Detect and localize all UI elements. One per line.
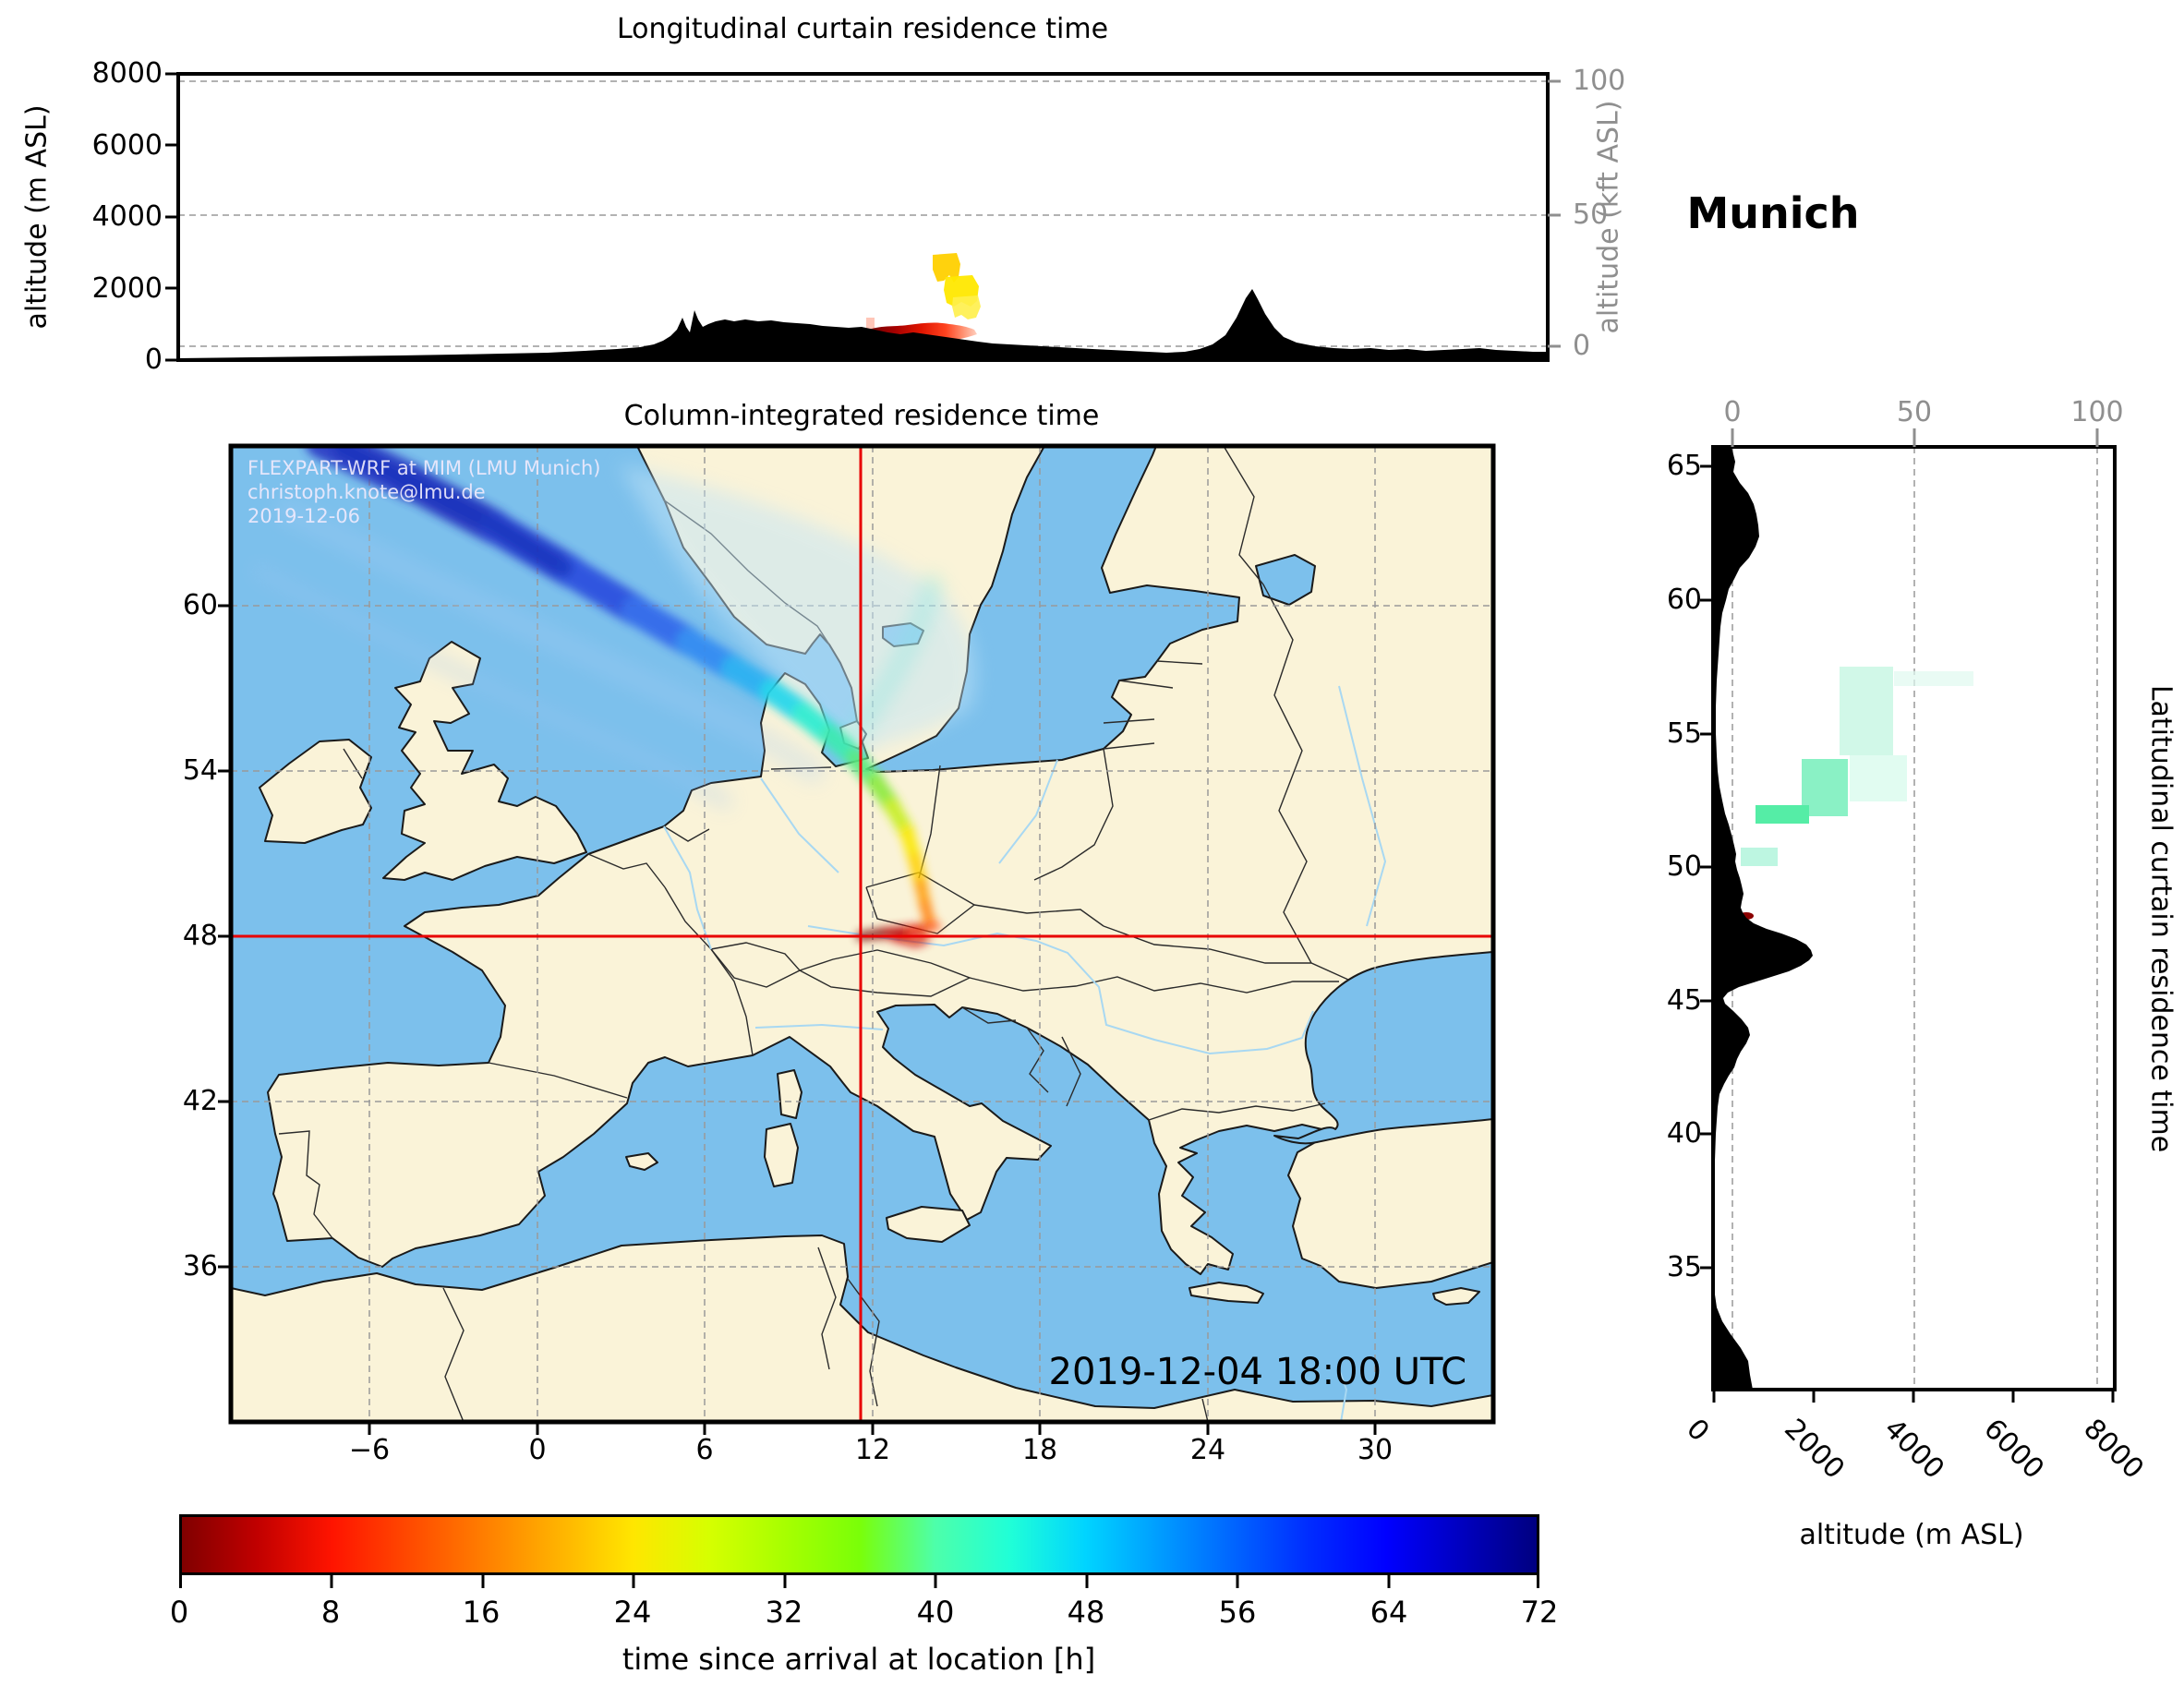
- kft-gridlines-vertical: [1732, 447, 2098, 1390]
- cb-tick-48: 48: [1067, 1595, 1105, 1630]
- cyprus: [1432, 1287, 1480, 1306]
- map-ytick-48: 48: [182, 920, 218, 952]
- map-xtick-0: 0: [528, 1434, 547, 1466]
- map-xtick-12: 12: [854, 1434, 891, 1466]
- top-panel-ylabel: altitude (m ASL): [20, 104, 54, 330]
- watermark-line1: FLEXPART-WRF at MIM (LMU Munich): [247, 457, 601, 479]
- longitudinal-curtain-plot: [165, 72, 1561, 362]
- top-panel-right-tickmarks: [1548, 79, 1561, 348]
- cb-tick-40: 40: [916, 1595, 955, 1630]
- map-xtick-30: 30: [1357, 1434, 1394, 1466]
- map-xtick-6: 6: [695, 1434, 714, 1466]
- map-xtick-m6: −6: [348, 1434, 391, 1466]
- top-panel-title: Longitudinal curtain residence time: [616, 13, 1109, 45]
- top-panel-left-tickmarks: [165, 72, 178, 362]
- inland-waters: [865, 446, 1493, 1145]
- rp-ytick-40: 40: [1666, 1117, 1702, 1150]
- sardinia: [764, 1123, 799, 1187]
- map-xtick-24: 24: [1189, 1434, 1226, 1466]
- map-ytick-54: 54: [182, 754, 218, 787]
- danube-river: [807, 925, 1314, 1055]
- rp-toptick-50: 50: [1896, 396, 1933, 428]
- cb-tick-64: 64: [1370, 1595, 1408, 1630]
- map-ytick-42: 42: [182, 1085, 218, 1117]
- rp-xlabel: altitude (m ASL): [1799, 1519, 2024, 1551]
- cb-tick-24: 24: [613, 1595, 652, 1630]
- corsica: [777, 1069, 802, 1119]
- longitudinal-terrain-silhouette: [178, 289, 1548, 360]
- country-borders: [278, 446, 1349, 1422]
- rp-xtick-6000: 6000: [1977, 1413, 2050, 1486]
- latitudinal-curtain-plot: [1700, 428, 2117, 1403]
- source-crosshair: [231, 446, 1493, 1422]
- top-ytick-6000: 6000: [91, 129, 163, 162]
- sicily: [886, 1206, 971, 1243]
- rp-right-label: Latitudinal curtain residence time: [2144, 684, 2178, 1153]
- rivers: [663, 685, 1387, 1422]
- map-timestamp: 2019-12-04 18:00 UTC: [1048, 1351, 1466, 1393]
- column-integrated-map: [218, 443, 1496, 1435]
- top-ytick-4000: 4000: [91, 200, 163, 233]
- great-britain: [382, 641, 587, 881]
- map-tickmarks: [218, 604, 1377, 1435]
- po-river: [754, 1023, 884, 1030]
- right-panel-tickmarks: [1700, 464, 2115, 1403]
- rp-ytick-55: 55: [1666, 717, 1702, 750]
- lake-ladoga: [1255, 554, 1316, 606]
- map-ytick-36: 36: [182, 1250, 218, 1283]
- time-colorbar: [179, 1514, 1539, 1575]
- cb-tick-8: 8: [320, 1595, 341, 1630]
- cb-label: time since arrival at location [h]: [621, 1642, 1096, 1677]
- rp-xtick-8000: 8000: [2077, 1413, 2150, 1486]
- cb-tick-32: 32: [765, 1595, 803, 1630]
- ireland: [259, 739, 372, 844]
- rp-xtick-2000: 2000: [1778, 1413, 1851, 1486]
- rp-ytick-65: 65: [1666, 450, 1702, 482]
- watermark-line2: christoph.knote@lmu.de: [247, 481, 486, 503]
- map-xtick-18: 18: [1021, 1434, 1058, 1466]
- map-ytick-60: 60: [182, 589, 218, 621]
- latitudinal-residence-patches: [1739, 667, 1973, 920]
- dnieper-river: [1338, 685, 1387, 927]
- cb-tick-72: 72: [1520, 1595, 1559, 1630]
- crete: [1189, 1282, 1264, 1304]
- rp-ytick-60: 60: [1666, 584, 1702, 616]
- rp-xtick-0: 0: [1680, 1413, 1716, 1449]
- cb-tick-16: 16: [462, 1595, 501, 1630]
- longitudinal-residence-patches: [866, 253, 981, 343]
- top-ytick-8000: 8000: [91, 57, 163, 90]
- rp-xtick-4000: 4000: [1877, 1413, 1950, 1486]
- kft-gridlines: [178, 80, 1548, 347]
- right-panel-top-tickmarks: [1731, 428, 2099, 447]
- top-ytick-0: 0: [144, 343, 163, 376]
- rhine-river: [663, 825, 712, 950]
- station-title: Munich: [1686, 188, 1860, 238]
- top-y2tick-100: 100: [1573, 65, 1626, 97]
- rp-toptick-100: 100: [2070, 396, 2124, 428]
- map-title: Column-integrated residence time: [623, 400, 1100, 432]
- rp-toptick-0: 0: [1723, 396, 1742, 428]
- colorbar-tickmarks: [179, 1573, 1539, 1588]
- rp-ytick-35: 35: [1666, 1251, 1702, 1283]
- elbe-river: [760, 777, 839, 873]
- rp-ytick-45: 45: [1666, 984, 1702, 1017]
- baltic-sea: [865, 446, 1240, 773]
- mallorca: [625, 1152, 658, 1171]
- top-y2tick-50: 50: [1573, 199, 1609, 231]
- map-frame: [228, 443, 1496, 1425]
- vistula-river: [998, 759, 1058, 864]
- black-sea: [1273, 951, 1493, 1145]
- nile-river: [1338, 1368, 1348, 1422]
- cb-tick-56: 56: [1218, 1595, 1257, 1630]
- watermark-line3: 2019-12-06: [247, 505, 361, 527]
- rp-ytick-50: 50: [1666, 850, 1702, 883]
- latitudinal-terrain-silhouette: [1713, 447, 1813, 1390]
- top-panel-frame: [176, 72, 1550, 362]
- cb-tick-0: 0: [169, 1595, 189, 1630]
- top-y2tick-0: 0: [1573, 330, 1591, 362]
- top-ytick-2000: 2000: [91, 272, 163, 305]
